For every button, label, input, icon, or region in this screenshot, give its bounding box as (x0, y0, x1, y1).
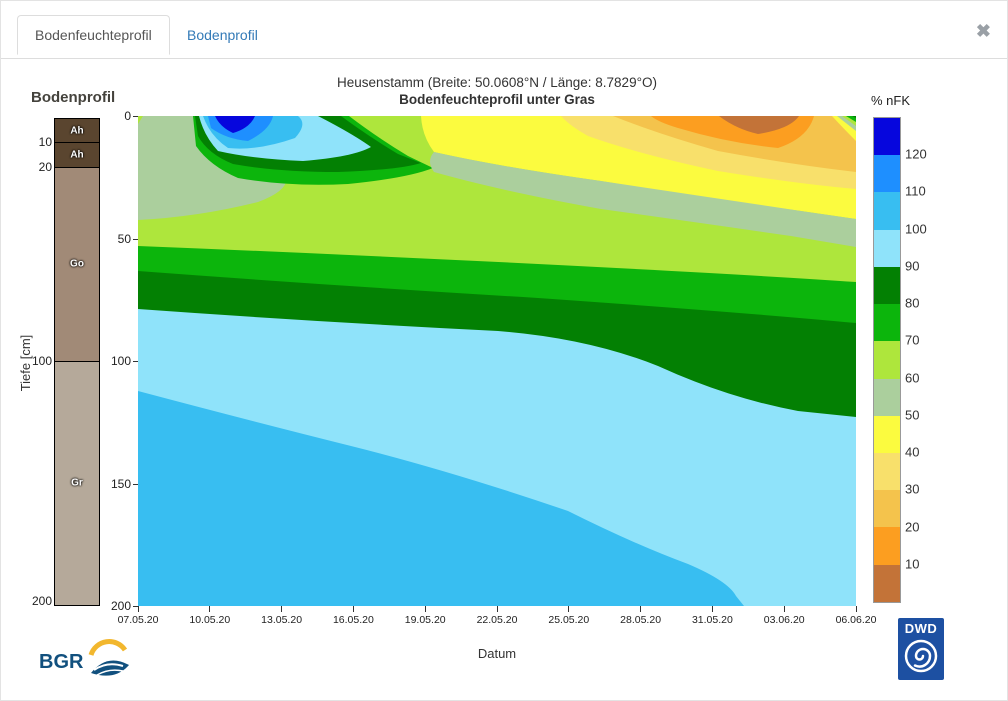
soil-layer-label: Ah (70, 149, 84, 161)
colorbar-tick-label: 70 (905, 332, 920, 348)
x-tick-label: 06.06.20 (835, 614, 877, 626)
soil-layer-label: Ah (70, 125, 84, 137)
colorbar-segment (874, 527, 900, 565)
soil-column-depth-labels: 10 20 100 200 (1, 118, 52, 608)
x-tick-label: 19.05.20 (404, 614, 446, 626)
y-axis-label: Tiefe [cm] (18, 334, 33, 392)
colorbar-tick-label: 60 (905, 370, 920, 386)
bgr-logo-emblem (88, 639, 129, 676)
x-tick-mark (281, 606, 283, 612)
y-tick-50: 50 (118, 232, 138, 246)
x-tick-mark (855, 606, 857, 612)
y-tick-100: 100 (111, 354, 138, 368)
colorbar-segment (874, 266, 900, 305)
colorbar-tick-label: 120 (905, 146, 927, 162)
soil-layer-label: Go (70, 258, 84, 270)
x-tick-mark (711, 606, 713, 612)
x-axis-label: Datum (477, 646, 517, 661)
contour-band-<10 (719, 116, 799, 134)
colorbar-segment (874, 155, 900, 193)
x-tick-mark (137, 606, 139, 612)
chart-title: Heusenstamm (Breite: 50.0608°N / Länge: … (337, 75, 657, 90)
x-tick-label: 13.05.20 (261, 614, 303, 626)
soil-layer-Gr: Gr (55, 361, 99, 605)
x-tick-label: 03.06.20 (763, 614, 805, 626)
colorbar-segment (874, 304, 900, 342)
colorbar-segment (874, 378, 900, 416)
colorbar-segment (874, 341, 900, 379)
soil-column: Ah Ah Go Gr (54, 118, 100, 606)
chart-subtitle: Bodenfeuchteprofil unter Gras (399, 92, 595, 107)
x-tick-label: 10.05.20 (189, 614, 231, 626)
colorbar-segment (874, 490, 900, 528)
soil-depth-label: 10 (38, 135, 52, 150)
x-tick-label: 25.05.20 (548, 614, 590, 626)
tab-divider (1, 58, 1007, 59)
soil-layer-Go: Go (55, 167, 99, 362)
colorbar-segment (874, 118, 900, 156)
soil-profile-heading: Bodenprofil (31, 89, 116, 106)
colorbar-segment (874, 192, 900, 230)
colorbar-tick-label: 110 (905, 183, 926, 199)
contour-band-50-60 (138, 116, 287, 220)
y-axis-ticks: 0 50 100 150 200 (103, 109, 138, 613)
soil-layer-Ah: Ah (55, 143, 99, 168)
soil-layer-label: Gr (71, 477, 83, 489)
x-tick-label: 22.05.20 (476, 614, 518, 626)
x-tick-label: 16.05.20 (332, 614, 374, 626)
x-axis-ticks: 07.05.20 10.05.20 13.05.20 16.05.20 19.05.20… (118, 606, 876, 646)
x-tick-label: 07.05.20 (117, 614, 159, 626)
tab-bodenprofil[interactable]: Bodenprofil (187, 27, 258, 43)
legend-title: % nFK (871, 93, 911, 108)
contour-band-50-60 (430, 152, 856, 247)
colorbar-tick-label: 90 (905, 258, 920, 274)
contour-band-80-90 (852, 116, 856, 118)
bgr-logo-text: BGR (39, 651, 84, 673)
colorbar-tick-label: 10 (905, 556, 920, 572)
colorbar-segment (874, 564, 900, 602)
x-tick-mark (568, 606, 570, 612)
soil-layer-Ah: Ah (55, 119, 99, 144)
colorbar-tick-label: 40 (905, 444, 920, 460)
contour-band->120 (215, 116, 255, 133)
x-tick-label: 28.05.20 (620, 614, 662, 626)
x-tick-mark (496, 606, 498, 612)
bgr-logo: BGR (39, 639, 129, 676)
soil-depth-label: 100 (31, 354, 52, 368)
soil-depth-label: 200 (31, 594, 52, 608)
colorbar (873, 117, 901, 603)
dwd-spiral-icon (904, 639, 938, 673)
y-tick-0: 0 (124, 109, 138, 123)
colorbar-tick-label: 30 (905, 481, 920, 497)
x-tick-label: 31.05.20 (691, 614, 733, 626)
y-tick-150: 150 (111, 477, 138, 491)
x-tick-mark (209, 606, 211, 612)
colorbar-segment (874, 229, 900, 267)
x-tick-mark (352, 606, 354, 612)
x-tick-mark (640, 606, 642, 612)
contour-band-100-110 (138, 391, 744, 606)
colorbar-tick-label: 80 (905, 295, 920, 311)
tab-bodenfeuchteprofil[interactable]: Bodenfeuchteprofil (17, 15, 170, 55)
dwd-logo-text: DWD (904, 621, 938, 636)
colorbar-tick-label: 50 (905, 407, 920, 423)
close-icon[interactable]: ✖ (975, 21, 991, 41)
tab-bar: Bodenfeuchteprofil Bodenprofil ✖ (1, 1, 1007, 59)
soil-depth-label: 20 (38, 159, 52, 174)
colorbar-tick-label: 20 (905, 519, 920, 535)
colorbar-segment (874, 415, 900, 453)
colorbar-tick-label: 100 (905, 221, 927, 237)
colorbar-segment (874, 452, 900, 491)
y-tick-200: 200 (111, 599, 138, 613)
x-tick-mark (783, 606, 785, 612)
dwd-logo: DWD (898, 618, 944, 680)
contour-band-70-80 (846, 116, 856, 122)
contour-plot (138, 116, 856, 606)
colorbar-labels: 120 110 100 90 80 70 60 50 40 30 20 10 (905, 117, 945, 601)
x-tick-mark (424, 606, 426, 612)
